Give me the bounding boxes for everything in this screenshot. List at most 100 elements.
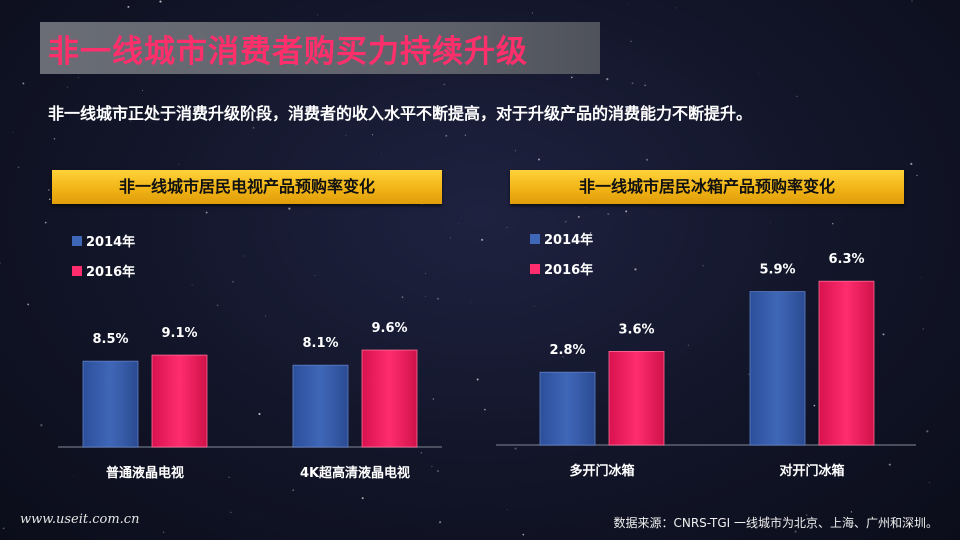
bar-0-1: [608, 350, 665, 446]
star: [98, 243, 101, 246]
star: [911, 0, 913, 2]
category-label-1: 对开门冰箱: [779, 463, 844, 479]
star: [178, 163, 180, 165]
star: [372, 134, 374, 136]
star: [882, 333, 885, 336]
star: [687, 344, 689, 346]
star: [631, 82, 634, 85]
star: [443, 83, 445, 86]
star: [73, 475, 75, 477]
star: [114, 238, 118, 242]
data-label-0-1: 3.6%: [618, 322, 654, 337]
star: [458, 223, 460, 225]
star: [40, 424, 43, 427]
star: [288, 207, 291, 210]
star: [484, 408, 486, 411]
star: [431, 465, 433, 468]
data-label-1-0: 8.1%: [302, 336, 338, 351]
star: [506, 508, 508, 510]
star: [388, 119, 390, 122]
bar-1-1: [818, 280, 875, 446]
star: [627, 3, 629, 5]
star: [381, 153, 383, 154]
star: [561, 237, 563, 239]
star: [832, 223, 834, 225]
footer-website: www.useit.com.cn: [20, 512, 140, 527]
star: [439, 521, 442, 524]
star: [796, 95, 798, 97]
star: [345, 134, 347, 136]
star: [758, 73, 760, 75]
star: [162, 531, 165, 533]
star: [514, 150, 517, 152]
star: [646, 158, 649, 161]
tv-chart-header: 非一线城市居民电视产品预购率变化: [52, 170, 442, 204]
star: [44, 221, 47, 224]
star: [585, 207, 587, 208]
legend-swatch-1: [72, 266, 82, 276]
star: [425, 273, 426, 274]
data-label-0-0: 8.5%: [92, 332, 128, 347]
star: [562, 356, 564, 358]
star: [191, 284, 193, 286]
star: [514, 447, 517, 450]
star: [292, 489, 295, 492]
page-subtitle: 非一线城市正处于消费升级阶段，消费者的收入水平不断提高，对于升级产品的消费能力不…: [48, 104, 753, 123]
data-label-1-1: 6.3%: [828, 252, 864, 267]
star: [255, 516, 257, 517]
star: [445, 134, 448, 137]
legend-label-1: 2016年: [86, 264, 135, 280]
star: [161, 19, 163, 21]
legend-label-0: 2014年: [544, 232, 593, 248]
star: [813, 404, 816, 407]
star: [361, 497, 364, 500]
footer-data-source: 数据来源：CNRS-TGI 一线城市为北京、上海、广州和深圳。: [613, 516, 938, 530]
legend-swatch-0: [72, 236, 82, 246]
star: [141, 89, 144, 91]
star: [533, 305, 535, 307]
star: [748, 373, 750, 375]
star: [794, 530, 797, 533]
star: [2, 527, 5, 530]
legend-label-0: 2014年: [86, 234, 135, 250]
star: [625, 210, 628, 213]
star: [401, 296, 404, 299]
star: [77, 77, 79, 79]
star: [916, 174, 918, 177]
star: [449, 237, 452, 239]
bar-0-1: [151, 354, 208, 448]
fridge-chart-title: 非一线城市居民冰箱产品预购率变化: [578, 177, 835, 196]
star: [127, 5, 130, 8]
star: [67, 86, 69, 88]
star: [102, 267, 104, 269]
star: [702, 265, 704, 267]
star: [159, 0, 162, 3]
bar-1-0: [292, 364, 349, 448]
star: [317, 14, 318, 16]
star: [425, 296, 426, 298]
star: [470, 302, 472, 304]
star: [910, 162, 913, 165]
star: [205, 211, 208, 214]
category-label-1: 4K超高清液晶电视: [300, 465, 410, 481]
data-label-0-0: 2.8%: [549, 343, 585, 358]
star: [481, 238, 484, 241]
bar-0-0: [82, 360, 139, 448]
star: [577, 215, 580, 218]
star: [22, 82, 25, 85]
star: [258, 412, 261, 416]
star: [437, 470, 439, 472]
star: [243, 255, 244, 257]
star: [570, 76, 573, 79]
star: [888, 463, 891, 466]
star: [537, 158, 541, 161]
star: [633, 469, 635, 471]
data-label-0-1: 9.1%: [161, 326, 197, 341]
star: [432, 398, 434, 400]
star: [464, 134, 467, 136]
data-label-1-1: 9.6%: [371, 321, 407, 336]
star: [228, 476, 230, 479]
bar-1-0: [749, 291, 806, 446]
